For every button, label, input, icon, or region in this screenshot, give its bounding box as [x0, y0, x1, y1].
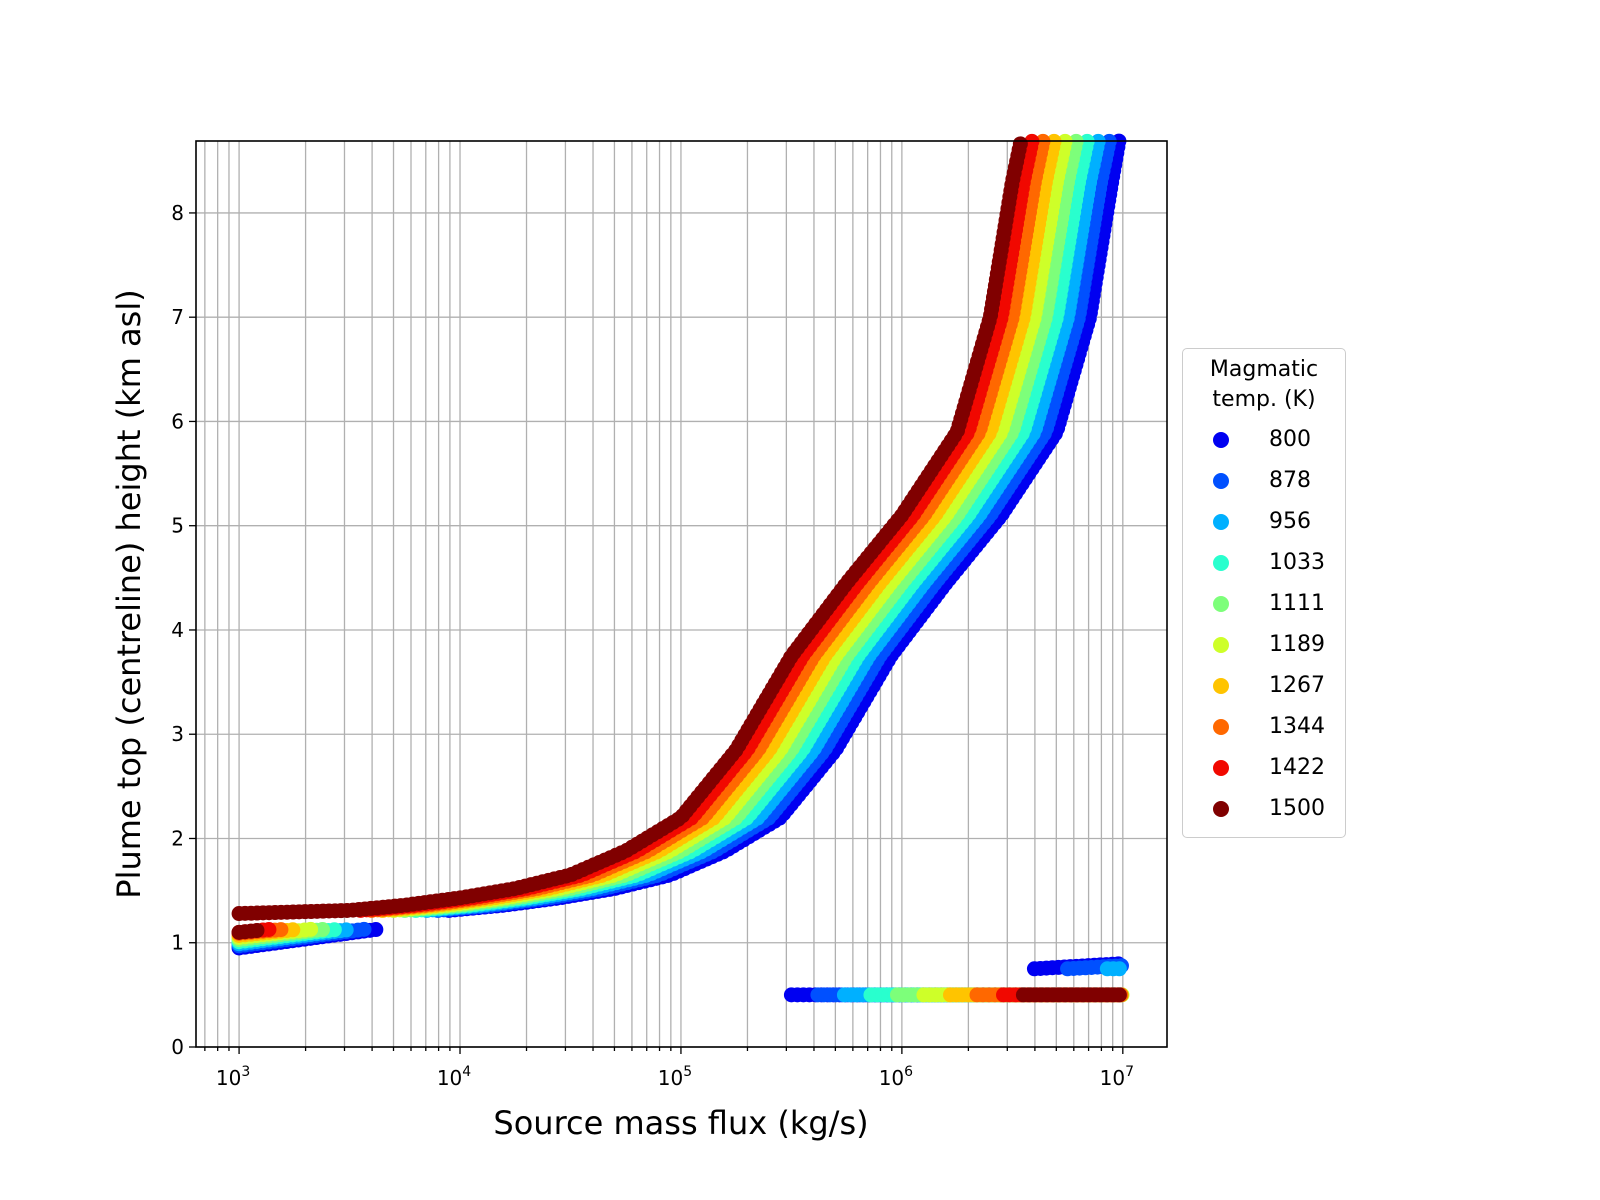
legend-item: 956 — [1183, 501, 1345, 542]
x-tick-label: 104 — [437, 1064, 471, 1090]
data-point — [326, 922, 342, 938]
legend-item: 1344 — [1183, 706, 1345, 747]
legend-label: 1344 — [1269, 714, 1325, 739]
data-point — [249, 922, 265, 938]
legend-marker-icon — [1213, 718, 1229, 735]
legend-title-line1: Magmatic — [1209, 357, 1319, 382]
legend-marker-icon — [1213, 431, 1229, 448]
series-956-low-branch2 — [1099, 961, 1127, 977]
x-axis-label: Source mass flux (kg/s) — [493, 1104, 868, 1142]
data-point — [303, 921, 319, 937]
y-tick-label: 7 — [171, 305, 184, 329]
y-tick-label: 2 — [171, 826, 184, 850]
legend-marker-icon — [1213, 595, 1229, 612]
legend-label: 1267 — [1269, 673, 1325, 698]
legend-item: 1189 — [1183, 624, 1345, 665]
legend-marker-icon — [1213, 636, 1229, 653]
y-tick-label: 1 — [171, 931, 184, 955]
legend-label: 878 — [1269, 468, 1311, 493]
legend-label: 956 — [1269, 509, 1311, 534]
y-tick-label: 0 — [171, 1035, 184, 1059]
legend-label: 800 — [1269, 427, 1311, 452]
legend-item: 1111 — [1183, 583, 1345, 624]
y-axis-label: Plume top (centreline) height (km asl) — [110, 289, 148, 898]
legend-marker-icon — [1213, 800, 1229, 817]
data-point — [273, 922, 289, 938]
data-points — [231, 133, 1130, 1003]
legend-label: 1189 — [1269, 632, 1325, 657]
data-point — [356, 921, 372, 937]
x-tick-label: 107 — [1100, 1064, 1134, 1090]
legend-marker-icon — [1213, 472, 1229, 489]
y-tick-label: 6 — [171, 409, 184, 433]
series-1500-main — [231, 136, 1028, 922]
series-1500-low-branch — [1015, 987, 1127, 1003]
legend-marker-icon — [1213, 677, 1229, 694]
series-1500-lower-left — [231, 922, 265, 940]
data-point — [338, 922, 354, 938]
legend-marker-icon — [1213, 554, 1229, 571]
y-tick-label: 3 — [171, 722, 184, 746]
legend-label: 1422 — [1269, 755, 1325, 780]
legend-item: 1267 — [1183, 665, 1345, 706]
y-tick-label: 4 — [171, 618, 184, 642]
legend-item: 1422 — [1183, 747, 1345, 788]
data-point — [1111, 987, 1127, 1003]
data-point — [261, 921, 277, 937]
x-tick-label: 103 — [216, 1064, 250, 1090]
data-point — [368, 922, 384, 938]
legend: Magmatic temp. (K) 800 878 956 1033 1111 1189… — [1182, 348, 1346, 838]
legend-item: 800 — [1183, 419, 1345, 460]
legend-item: 878 — [1183, 460, 1345, 501]
legend-label: 1111 — [1269, 591, 1325, 616]
y-tick-label: 5 — [171, 514, 184, 538]
legend-marker-icon — [1213, 759, 1229, 776]
legend-item: 1500 — [1183, 788, 1345, 829]
data-point — [1111, 961, 1127, 977]
legend-marker-icon — [1213, 513, 1229, 530]
y-tick-label: 8 — [171, 201, 184, 225]
data-point — [314, 922, 330, 938]
legend-title-line2: temp. (K) — [1212, 387, 1316, 412]
x-tick-label: 105 — [658, 1064, 692, 1090]
data-point — [1012, 136, 1028, 152]
legend-label: 1500 — [1269, 796, 1325, 821]
series-800-main — [441, 133, 1127, 918]
axis-ticks: 103 104 105 106 107 0 1 2 3 4 5 6 7 8 — [171, 201, 1134, 1090]
data-point — [285, 922, 301, 938]
legend-title: Magmatic temp. (K) — [1183, 355, 1345, 415]
legend-item: 1033 — [1183, 542, 1345, 583]
x-tick-label: 106 — [879, 1064, 913, 1090]
legend-label: 1033 — [1269, 550, 1325, 575]
